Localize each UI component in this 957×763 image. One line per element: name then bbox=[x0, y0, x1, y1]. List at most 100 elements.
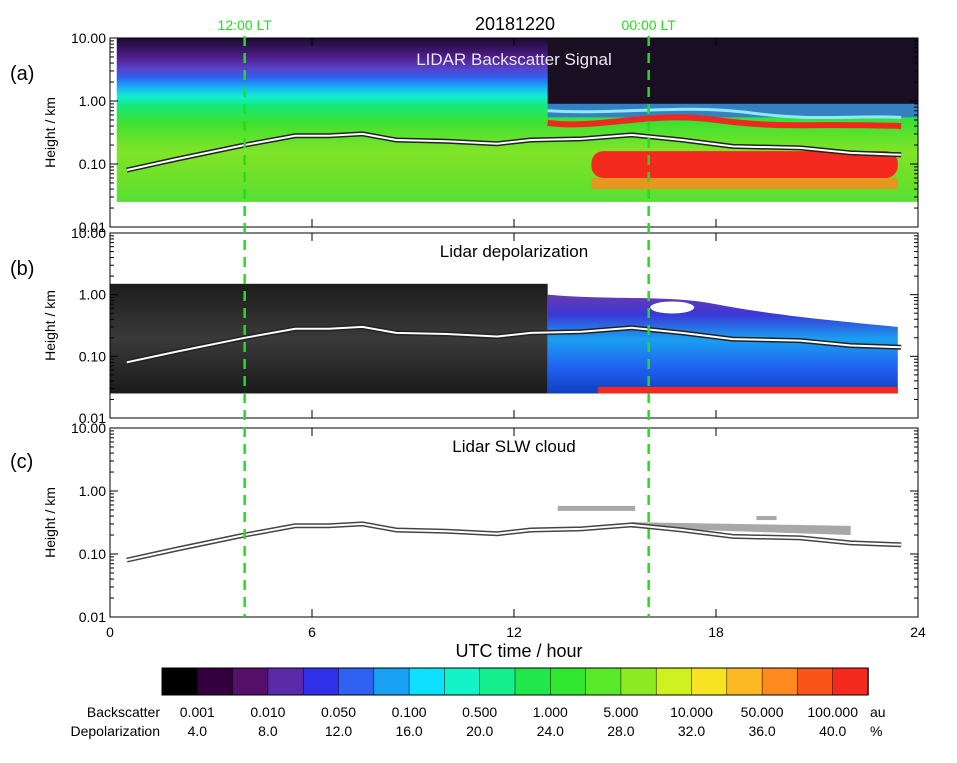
y-tick-label: 0.10 bbox=[79, 348, 106, 364]
colorbar-swatch bbox=[832, 667, 869, 696]
colorbar-swatch bbox=[302, 667, 340, 696]
colorbar-tick-label: 12.0 bbox=[325, 723, 352, 739]
x-tick-label: 0 bbox=[106, 624, 114, 640]
colorbar-swatch bbox=[726, 667, 763, 696]
colorbar-swatch bbox=[620, 667, 657, 696]
colorbar-unit: % bbox=[870, 723, 882, 739]
colorbar-tick-label: 20.0 bbox=[466, 723, 493, 739]
colorbar-swatch bbox=[691, 667, 728, 696]
colorbar-tick-label: 28.0 bbox=[607, 723, 634, 739]
y-tick-label: 1.00 bbox=[79, 93, 106, 109]
colorbar-tick-label: 8.0 bbox=[258, 723, 278, 739]
colorbar-tick-label: 5.000 bbox=[603, 704, 638, 720]
colorbar-tick-label: 0.010 bbox=[250, 704, 285, 720]
figure-title-layer: 20181220 UTC time / hour bbox=[455, 14, 582, 661]
colorbar-tick-label: 40.0 bbox=[819, 723, 846, 739]
colorbar-tick-label: 1.000 bbox=[533, 704, 568, 720]
panels-layer: 0.01 0.10 1.00 10.00 Height / km (a) LIDAR Bac… bbox=[10, 17, 926, 640]
slw-field bbox=[110, 428, 918, 617]
x-tick-label: 12 bbox=[506, 624, 522, 640]
colorbar-swatch bbox=[479, 667, 516, 696]
saturated-cloud-region bbox=[650, 301, 695, 314]
y-axis-label: Height / km bbox=[42, 97, 58, 168]
clear-sky-region bbox=[547, 38, 918, 104]
boundary-layer-high-backscatter bbox=[591, 151, 898, 178]
slw-cloud-patch bbox=[631, 522, 851, 536]
colorbar-tick-label: 100.000 bbox=[807, 704, 858, 720]
boundary-layer-height-line-inner bbox=[126, 522, 902, 562]
panel-tag: (a) bbox=[10, 63, 34, 85]
slw-cloud-patch bbox=[756, 516, 777, 521]
y-tick-label: 10.00 bbox=[71, 30, 106, 46]
colorbar-tick-label: 50.000 bbox=[741, 704, 784, 720]
colorbar-tick-label: 10.000 bbox=[670, 704, 713, 720]
depolarization-surface-high bbox=[598, 386, 898, 394]
colorbar-swatch bbox=[408, 667, 446, 696]
colorbar-row-name: Depolarization bbox=[71, 723, 161, 739]
y-tick-label: 1.00 bbox=[79, 287, 106, 303]
y-tick-label: 10.00 bbox=[71, 420, 106, 436]
cloud-layer-red bbox=[547, 114, 902, 130]
colorbar-swatch bbox=[585, 667, 622, 696]
y-tick-label: 10.00 bbox=[71, 225, 106, 241]
colorbar-frame bbox=[161, 667, 869, 696]
no-data-start bbox=[110, 38, 117, 227]
lt-marker-label: 00:00 LT bbox=[622, 17, 677, 33]
colorbar-swatch bbox=[232, 667, 269, 696]
colorbar-tick-label: 0.100 bbox=[392, 704, 427, 720]
colorbar-tick-label: 32.0 bbox=[678, 723, 705, 739]
colorbar-unit: au bbox=[870, 704, 886, 720]
date-title: 20181220 bbox=[475, 14, 555, 34]
y-tick-label: 0.01 bbox=[79, 219, 106, 235]
depolarization-field-night bbox=[547, 294, 898, 394]
colorbar-tick-label: 24.0 bbox=[537, 723, 564, 739]
y-tick-label: 0.10 bbox=[79, 546, 106, 562]
colorbar-tick-label: 0.050 bbox=[321, 704, 356, 720]
colorbar-tick-label: 36.0 bbox=[748, 723, 775, 739]
y-tick-label: 0.10 bbox=[79, 156, 106, 172]
panel-tag: (b) bbox=[10, 258, 34, 280]
panel-b: 0.01 0.10 1.00 10.00 Height / km (b) Lidar dep… bbox=[10, 225, 919, 426]
colorbar-swatch bbox=[197, 667, 234, 696]
lt-marker-label: 12:00 LT bbox=[218, 17, 273, 33]
colorbar: Backscatter 0.001 0.010 0.050 0.100 0.500 1.00… bbox=[71, 667, 886, 739]
panel-title: LIDAR Backscatter Signal bbox=[416, 50, 612, 69]
lt-markers: 12:00 LT 00:00 LT bbox=[218, 17, 677, 617]
slw-cloud-patch bbox=[557, 505, 636, 511]
colorbar-tick-label: 16.0 bbox=[395, 723, 422, 739]
y-tick-label: 0.01 bbox=[79, 609, 106, 625]
x-tick-label: 24 bbox=[910, 624, 926, 640]
colorbar-row-name: Backscatter bbox=[87, 704, 160, 720]
boundary-layer-height-line-inner bbox=[126, 132, 902, 172]
colorbar-tick-label: 4.0 bbox=[188, 723, 208, 739]
colorbar-tick-label: 0.500 bbox=[462, 704, 497, 720]
colorbar-swatch bbox=[514, 667, 552, 696]
depolarization-field-day bbox=[110, 283, 548, 394]
x-tick-label: 6 bbox=[308, 624, 316, 640]
colorbar-swatch bbox=[267, 667, 304, 696]
x-tick-label: 18 bbox=[708, 624, 724, 640]
colorbar-swatch bbox=[761, 667, 799, 696]
colorbar-swatch bbox=[655, 667, 693, 696]
boundary-layer-orange bbox=[591, 177, 898, 190]
boundary-layer-height-line-inner bbox=[126, 325, 902, 364]
y-tick-label: 0.01 bbox=[79, 410, 106, 426]
colorbar-swatch bbox=[161, 667, 199, 696]
panel-tag: (c) bbox=[10, 451, 33, 473]
panel-a: 0.01 0.10 1.00 10.00 Height / km (a) LIDAR Bac… bbox=[10, 30, 919, 235]
panel-title: Lidar SLW cloud bbox=[452, 437, 575, 456]
y-axis-label: Height / km bbox=[42, 290, 58, 361]
panel-title: Lidar depolarization bbox=[440, 242, 588, 261]
colorbar-swatch bbox=[550, 667, 587, 696]
y-axis-label: Height / km bbox=[42, 487, 58, 558]
panel-c: 0.01 0.10 1.00 10.00 0 6 12 18 24 Height / km (c) L… bbox=[10, 420, 926, 640]
colorbar-swatch bbox=[797, 667, 834, 696]
x-axis-label: UTC time / hour bbox=[455, 641, 582, 661]
colorbar-swatch bbox=[373, 667, 410, 696]
cloud-layer-cyan bbox=[547, 107, 902, 120]
colorbar-swatch bbox=[444, 667, 481, 696]
colorbar-swatch bbox=[338, 667, 375, 696]
colorbar-tick-label: 0.001 bbox=[180, 704, 215, 720]
y-tick-label: 1.00 bbox=[79, 483, 106, 499]
